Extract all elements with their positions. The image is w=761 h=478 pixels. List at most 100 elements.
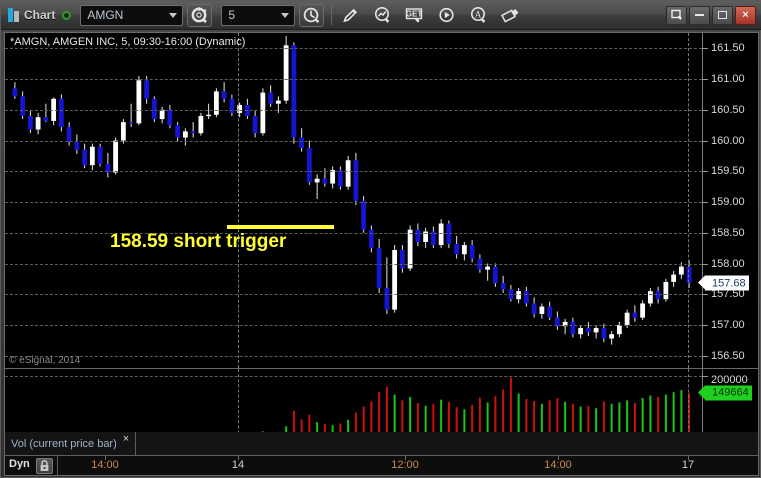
price-axis-label: 159.00 [711, 196, 745, 209]
maximize-button[interactable] [712, 5, 733, 25]
toolbar-separator [331, 5, 333, 25]
price-tick [702, 109, 708, 111]
copyright-text: © eSignal, 2014 [9, 355, 81, 366]
time-axis-label: 12:00 [391, 459, 419, 471]
maximize-icon [718, 11, 727, 19]
gridline [5, 79, 702, 81]
chart-header-text: *AMGN, AMGEN INC, 5, 09:30-16:00 (Dynami… [10, 36, 246, 48]
price-axis-label: 159.50 [711, 165, 745, 178]
time-tick [105, 456, 106, 460]
price-tick [702, 171, 708, 173]
annotation-a-icon: A [470, 6, 486, 23]
volume-axis-line [702, 369, 703, 444]
chart-app-icon [8, 8, 19, 22]
interval-clock-button[interactable] [299, 3, 325, 27]
chevron-down-icon [169, 12, 178, 18]
gridline [5, 232, 702, 234]
dyn-label: Dyn [9, 458, 30, 470]
session-divider [238, 33, 239, 368]
draw-pencil-button[interactable] [336, 4, 364, 27]
volume-study-cell[interactable]: Vol (current price bar) × [5, 432, 137, 455]
price-axis-label: 160.50 [711, 103, 745, 116]
session-divider [238, 369, 239, 444]
chevron-down-icon [281, 12, 290, 18]
trigger-annotation-text: 158.59 short trigger [110, 231, 287, 253]
gridline [5, 355, 702, 357]
annotation-button[interactable]: A [464, 4, 492, 27]
restore-dropdown-button[interactable] [666, 5, 687, 25]
interval-value: 5 [228, 8, 236, 22]
price-tick [702, 294, 708, 296]
restore-icon [670, 9, 682, 20]
last-price-marker: 157.68 [698, 275, 749, 291]
window-controls: × [666, 5, 756, 25]
volume-axis-label: 200000 [711, 373, 748, 386]
gridline [5, 324, 702, 326]
gridline [5, 202, 702, 204]
price-candles [12, 36, 692, 345]
window-toolbar: Chart AMGN 5 [1, 1, 761, 30]
gridline [5, 263, 702, 265]
price-axis-label: 160.00 [711, 134, 745, 147]
price-axis-label: 157.00 [711, 318, 745, 331]
drawing-tools-button[interactable] [496, 4, 524, 27]
minimize-button[interactable] [689, 5, 710, 25]
lock-button[interactable] [36, 458, 53, 474]
get-tool-button[interactable]: GET [400, 4, 428, 27]
session-divider [688, 33, 689, 368]
close-button[interactable]: × [735, 5, 756, 25]
symbol-dropdown[interactable]: AMGN [80, 4, 184, 26]
pane-divider [5, 368, 758, 369]
price-tick [702, 140, 708, 142]
time-axis-label: 14 [231, 459, 245, 471]
volume-tick [702, 375, 708, 377]
time-tick [238, 456, 239, 460]
price-pane[interactable]: *AMGN, AMGEN INC, 5, 09:30-16:00 (Dynami… [5, 33, 758, 368]
gridline [5, 48, 702, 50]
time-tick [405, 456, 406, 460]
window-title: Chart [24, 8, 56, 22]
gridline [5, 140, 702, 142]
time-tick [558, 456, 559, 460]
close-icon: × [742, 8, 749, 21]
price-axis-label: 157.50 [711, 288, 745, 301]
chart-frame: *AMGN, AMGEN INC, 5, 09:30-16:00 (Dynami… [4, 32, 759, 445]
volume-study-bar: Vol (current price bar) × [4, 432, 759, 455]
close-icon[interactable]: × [122, 433, 130, 445]
time-axis-label: 14:00 [91, 459, 119, 471]
last-volume-marker: 149664 [698, 385, 752, 401]
lock-icon [40, 460, 49, 471]
green-status-dot [62, 10, 72, 20]
symbol-settings-button[interactable] [187, 3, 213, 27]
gridline [5, 294, 702, 296]
gridline [5, 109, 702, 111]
price-axis-label: 156.50 [711, 349, 745, 362]
play-icon [439, 7, 454, 22]
clock-icon [304, 7, 320, 23]
time-tick [688, 456, 689, 460]
volume-study-empty-cell[interactable] [136, 432, 758, 455]
time-axis-label: 17 [681, 459, 695, 471]
time-axis-separator [57, 456, 58, 475]
session-divider [688, 369, 689, 444]
gridline [5, 171, 702, 173]
price-axis-label: 161.00 [711, 73, 745, 86]
price-tick [702, 202, 708, 204]
price-tick [702, 355, 708, 357]
time-axis-label: 14:00 [544, 459, 572, 471]
studies-button[interactable] [368, 4, 396, 27]
time-axis[interactable]: Dyn 14:00 14 12:00 14:00 17 [4, 455, 759, 476]
volume-study-label: Vol (current price bar) [11, 437, 117, 450]
price-axis-label: 158.00 [711, 257, 745, 270]
price-tick [702, 48, 708, 50]
playback-button[interactable] [432, 4, 460, 27]
svg-text:GET: GET [406, 9, 423, 18]
shapes-icon [500, 8, 519, 23]
chart-line-icon [374, 6, 390, 23]
price-axis-label: 161.50 [711, 42, 745, 55]
interval-dropdown[interactable]: 5 [221, 4, 296, 26]
pencil-icon [343, 8, 357, 22]
get-icon: GET [406, 7, 423, 23]
price-tick [702, 324, 708, 326]
